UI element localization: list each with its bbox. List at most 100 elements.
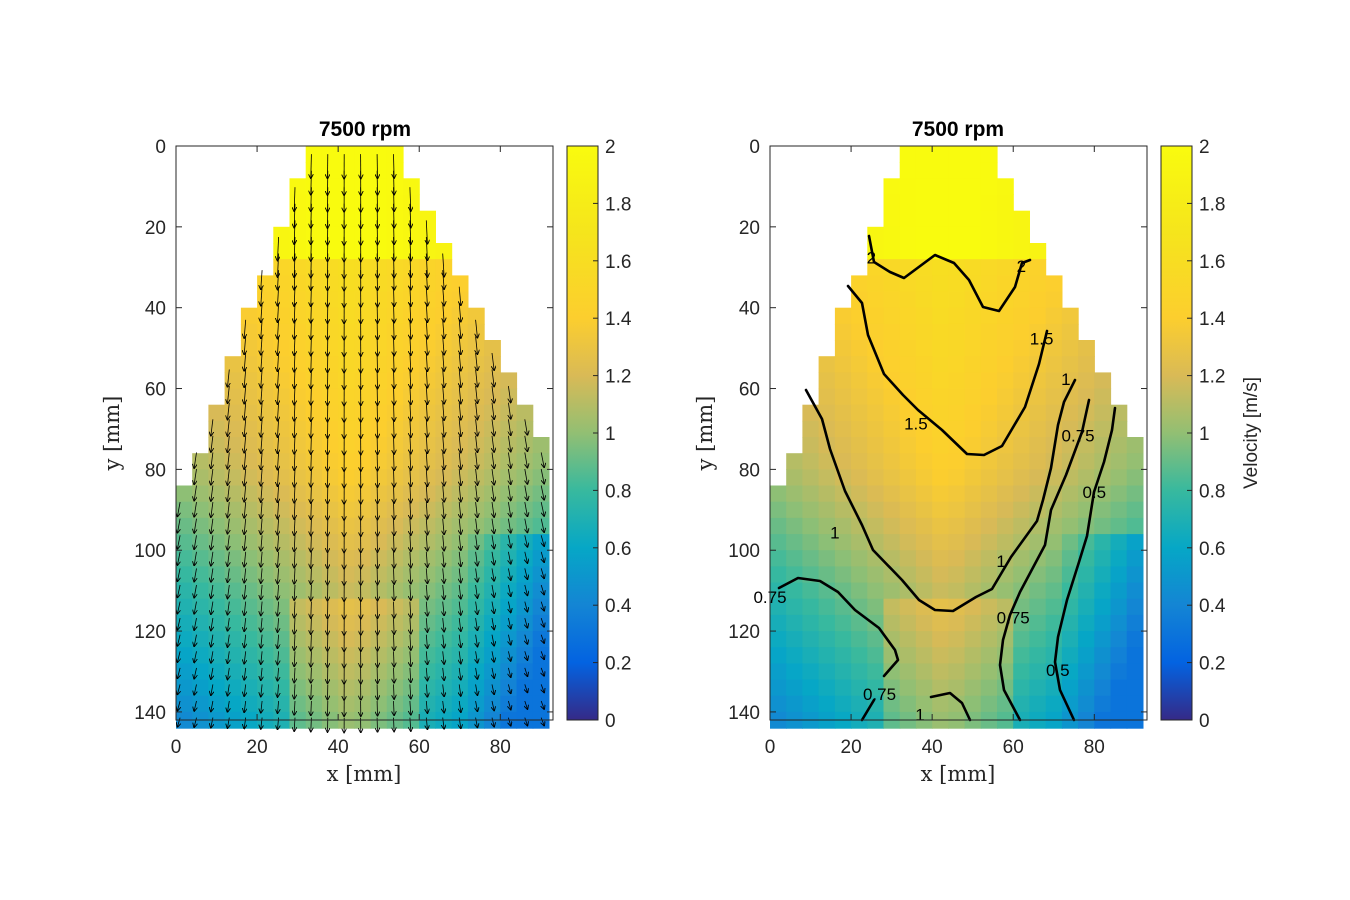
heatmap-cell — [915, 323, 933, 341]
quiver-arrow — [278, 651, 279, 664]
heatmap-cell — [257, 372, 274, 390]
heatmap-cell — [370, 663, 388, 681]
heatmap-cell — [403, 243, 420, 260]
quiver-arrow — [443, 634, 444, 648]
quiver-arrow — [459, 667, 461, 680]
quiver-arrow — [443, 667, 444, 680]
heatmap-cell — [403, 647, 420, 664]
heatmap-cell — [321, 437, 339, 454]
quiver-arrow — [294, 286, 295, 306]
heatmap-cell — [980, 178, 998, 196]
colorbar-tick-label: 1.2 — [1199, 367, 1225, 388]
heatmap-cell — [484, 453, 501, 470]
heatmap-cell — [948, 566, 966, 584]
heatmap-cell — [883, 291, 901, 309]
heatmap-cell — [224, 485, 242, 503]
quiver-arrow — [278, 535, 279, 551]
quiver-arrow — [294, 319, 295, 339]
heatmap-cell — [964, 550, 982, 567]
contour-line-1.5 — [846, 284, 1049, 457]
quiver-arrow — [492, 667, 494, 678]
quiver-arrow — [244, 618, 246, 631]
heatmap-cell — [435, 614, 453, 632]
heatmap-cell — [1061, 340, 1079, 357]
heatmap-cell — [964, 453, 982, 470]
heatmap-cell — [802, 469, 820, 487]
quiver-arrow — [194, 651, 196, 662]
heatmap-cell — [338, 469, 355, 487]
heatmap-cell — [386, 372, 404, 390]
x-tick-label: 0 — [171, 737, 182, 758]
quiver-arrow — [410, 518, 411, 535]
quiver-arrow — [525, 551, 528, 563]
quiver-arrow — [443, 700, 444, 712]
quiver-arrow — [178, 502, 181, 516]
heatmap-cell — [899, 307, 917, 325]
heatmap-cell — [257, 356, 274, 373]
heatmap-cell — [1013, 550, 1030, 567]
heatmap-cell — [915, 226, 933, 244]
heatmap-cell — [240, 420, 258, 438]
heatmap-cell — [192, 501, 209, 519]
heatmap-cell — [883, 469, 901, 487]
quiver-arrow — [311, 568, 312, 584]
heatmap-cell — [1094, 598, 1112, 616]
heatmap-cell — [289, 340, 307, 357]
contour-label: 0.75 — [997, 608, 1030, 627]
heatmap-cell — [338, 307, 355, 325]
heatmap-cell — [883, 243, 901, 260]
quiver-arrow — [394, 518, 395, 536]
heatmap-cell — [1126, 501, 1144, 519]
heatmap-cell — [997, 388, 1014, 406]
quiver-arrow — [541, 667, 544, 676]
quiver-arrow — [278, 518, 279, 535]
quiver-arrow — [311, 502, 312, 519]
heatmap-cell — [948, 372, 966, 390]
quiver-arrow — [394, 584, 395, 600]
heatmap-cell — [948, 210, 966, 228]
heatmap-cell — [338, 550, 355, 567]
heatmap-cell — [1029, 631, 1047, 648]
heatmap-cell — [240, 485, 258, 503]
quiver-arrow — [410, 601, 411, 618]
quiver-arrow — [426, 601, 427, 616]
quiver-arrow — [394, 352, 395, 372]
heatmap-cell — [370, 550, 388, 567]
colorbar — [1160, 145, 1193, 721]
heatmap-cell — [1126, 437, 1144, 454]
heatmap-cell — [370, 323, 388, 341]
quiver-arrow — [178, 601, 181, 614]
heatmap-cell — [370, 420, 388, 438]
colorbar-tick-label: 1.6 — [605, 252, 631, 273]
heatmap-cell — [257, 501, 274, 519]
quiver-arrow — [525, 502, 528, 516]
heatmap-cell — [883, 485, 901, 503]
heatmap-cell — [467, 404, 485, 422]
heatmap-cell — [500, 663, 518, 681]
quiver-arrow — [394, 634, 395, 651]
quiver-arrow — [443, 452, 444, 469]
heatmap-cell — [419, 647, 436, 664]
heatmap-cell — [354, 469, 372, 487]
quiver-arrow — [492, 352, 494, 370]
heatmap-cell — [240, 598, 258, 616]
quiver-arrow — [394, 452, 395, 470]
heatmap-cell — [899, 550, 917, 567]
quiver-arrow — [228, 618, 230, 631]
heatmap-cell — [915, 340, 933, 357]
contour-label: 2 — [1017, 257, 1026, 276]
heatmap-cell — [1029, 291, 1047, 309]
quiver-arrow — [476, 568, 478, 581]
heatmap-cell — [370, 631, 388, 648]
colorbar-tick-label: 0 — [605, 711, 616, 732]
quiver-arrow — [228, 419, 230, 436]
heatmap-cell — [273, 275, 291, 293]
quiver-arrow — [228, 700, 230, 712]
heatmap-cell — [403, 631, 420, 648]
quiver-arrow — [410, 568, 411, 583]
heatmap-cell — [1013, 485, 1030, 503]
heatmap-cell — [1045, 647, 1063, 664]
quiver-arrow — [459, 352, 461, 371]
heatmap-cell — [851, 679, 868, 697]
quiver-arrow — [410, 485, 411, 503]
